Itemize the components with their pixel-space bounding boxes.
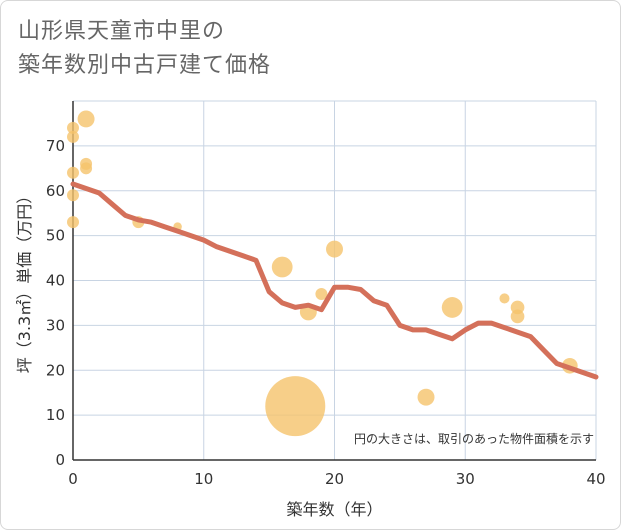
- bubble-point: [315, 287, 328, 300]
- y-tick-label: 0: [55, 451, 65, 469]
- x-tick-label: 20: [325, 470, 344, 488]
- bubble-point: [417, 388, 435, 406]
- bubble-point: [67, 130, 79, 143]
- bubble-point: [77, 110, 95, 128]
- bubble-point: [271, 256, 293, 278]
- y-tick-label: 50: [46, 227, 65, 245]
- bubble-point: [510, 309, 525, 324]
- trend-line: [70, 181, 599, 380]
- chart-title: 山形県天童市中里の 築年数別中古戸建て価格: [18, 15, 271, 83]
- bubble-point: [441, 297, 463, 318]
- y-tick-label: 10: [46, 406, 65, 424]
- grid-lines: [72, 100, 597, 461]
- bubble-point: [499, 293, 510, 304]
- title-line-2: 築年数別中古戸建て価格: [18, 53, 272, 78]
- bubble-point: [80, 162, 93, 175]
- y-tick-label: 30: [46, 316, 65, 334]
- bubble-size-note: 円の大きさは、取引のあった物件面積を示す: [354, 431, 594, 446]
- bubble-point: [67, 121, 79, 134]
- x-tick-label: 0: [68, 470, 78, 488]
- x-tick-label: 40: [586, 470, 605, 488]
- tick-labels: 0 10 20 30 40 0 10 20 30 40 50 60 70: [46, 137, 606, 488]
- x-axis-label: 築年数（年）: [286, 500, 382, 519]
- x-tick-label: 10: [194, 470, 213, 488]
- bubble-point: [67, 166, 79, 179]
- bubble-point: [265, 376, 326, 437]
- y-tick-label: 20: [46, 361, 65, 379]
- y-tick-label: 60: [46, 182, 65, 200]
- title-line-1: 山形県天童市中里の: [18, 19, 226, 44]
- y-tick-label: 40: [46, 272, 65, 290]
- bubble-point: [67, 216, 79, 229]
- y-tick-label: 70: [46, 137, 65, 155]
- bubble-series: [67, 110, 578, 437]
- bubble-point: [67, 189, 79, 202]
- bubble-point: [326, 240, 343, 258]
- x-tick-label: 30: [456, 470, 475, 488]
- y-axis-label: 坪（3.3㎡）単価（万円）: [15, 188, 34, 373]
